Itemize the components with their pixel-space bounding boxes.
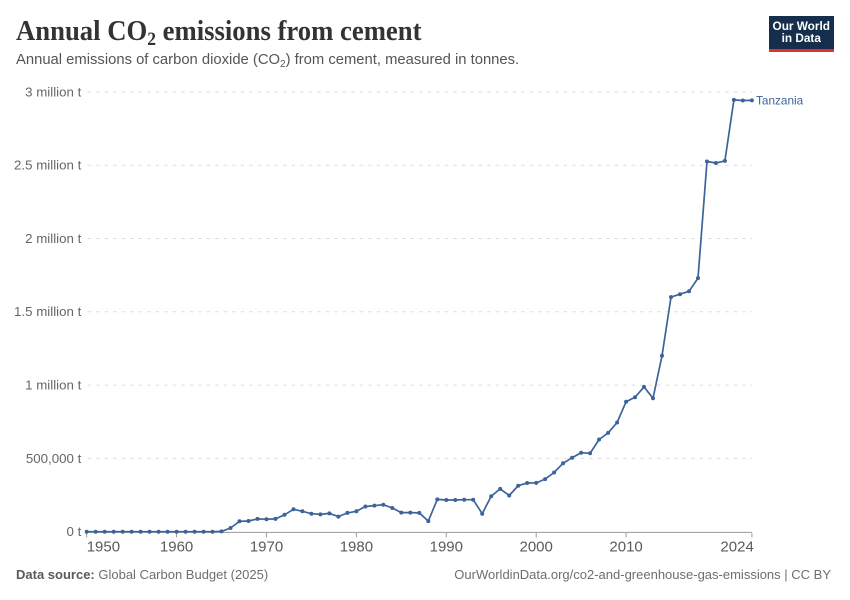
svg-text:2010: 2010 xyxy=(609,539,642,556)
svg-text:1 million t: 1 million t xyxy=(25,378,81,393)
svg-text:1980: 1980 xyxy=(340,539,373,556)
svg-text:500,000 t: 500,000 t xyxy=(26,451,82,466)
svg-text:0 t: 0 t xyxy=(67,524,82,539)
svg-text:1950: 1950 xyxy=(87,539,120,556)
svg-text:2.5 million t: 2.5 million t xyxy=(14,158,82,173)
svg-text:2 million t: 2 million t xyxy=(25,231,81,246)
svg-text:1990: 1990 xyxy=(430,539,463,556)
svg-text:1960: 1960 xyxy=(160,539,193,556)
svg-text:2024: 2024 xyxy=(720,539,753,556)
svg-text:1.5 million t: 1.5 million t xyxy=(14,304,82,319)
svg-text:3 million t: 3 million t xyxy=(25,84,81,99)
svg-text:1970: 1970 xyxy=(250,539,283,556)
svg-text:2000: 2000 xyxy=(520,539,553,556)
svg-text:Tanzania: Tanzania xyxy=(756,94,804,108)
